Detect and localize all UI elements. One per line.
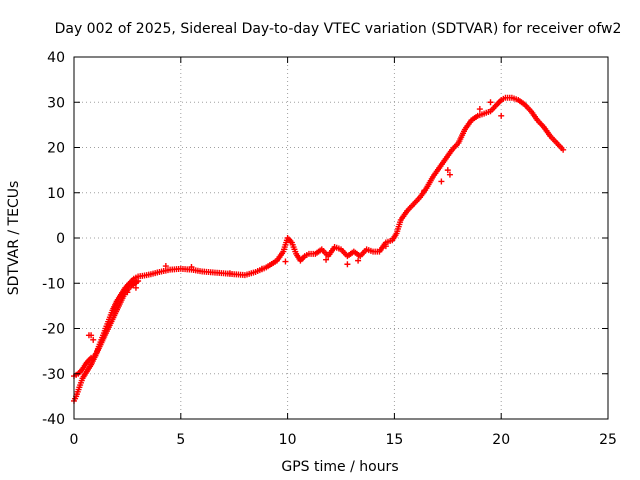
data-point [88, 332, 95, 339]
y-tick-label: 30 [47, 95, 65, 111]
data-point [421, 187, 428, 194]
x-tick-label: 5 [176, 432, 185, 448]
x-tick-label: 10 [279, 432, 297, 448]
data-points [71, 94, 567, 404]
data-point [498, 112, 505, 119]
data-point [444, 167, 451, 174]
data-point [323, 256, 330, 263]
y-tick-label: -10 [42, 276, 65, 292]
data-point [438, 178, 445, 185]
data-point [282, 258, 289, 265]
data-point [188, 263, 195, 270]
y-tick-label: 10 [47, 186, 65, 202]
data-point [226, 270, 233, 277]
data-point [355, 257, 362, 264]
chart-title: Day 002 of 2025, Sidereal Day-to-day VTE… [55, 21, 622, 37]
ticks: 0 5 10 15 20 25 -40 -30 -20 -10 0 10 20 30 40 [42, 50, 617, 448]
y-axis-label: SDTVAR / TECUs [6, 181, 22, 296]
data-point [476, 106, 483, 113]
y-tick-label: 0 [56, 231, 65, 247]
data-point [487, 99, 494, 106]
data-point [124, 289, 131, 296]
data-point [90, 336, 97, 343]
y-tick-label: -30 [42, 367, 65, 383]
y-tick-label: -20 [42, 322, 65, 338]
data-point [382, 243, 389, 250]
data-point [258, 265, 265, 272]
y-tick-label: 20 [47, 141, 65, 157]
x-tick-label: 15 [385, 432, 403, 448]
x-tick-label: 20 [492, 432, 510, 448]
data-point [344, 261, 351, 268]
y-tick-label: 40 [47, 50, 65, 66]
y-tick-label: -40 [42, 412, 65, 428]
data-point [446, 171, 453, 178]
data-point [132, 284, 139, 291]
data-point [162, 263, 169, 270]
data-point [135, 277, 142, 284]
x-tick-label: 25 [599, 432, 617, 448]
x-axis-label: GPS time / hours [281, 459, 398, 475]
data-point [560, 146, 567, 153]
x-tick-label: 0 [70, 432, 79, 448]
